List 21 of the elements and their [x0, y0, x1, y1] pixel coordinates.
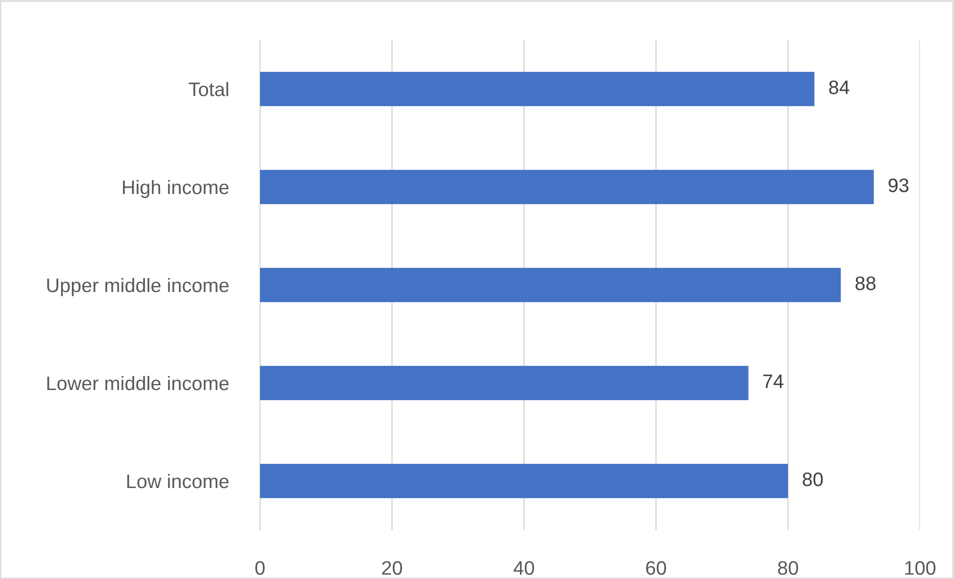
x-tick-label: 40: [514, 561, 534, 575]
bar: [260, 72, 814, 106]
data-label: 84: [829, 80, 850, 94]
bar: [260, 268, 841, 302]
bar: [260, 464, 788, 498]
bar: [260, 170, 874, 204]
x-tick-label: 0: [255, 561, 265, 575]
data-label: 88: [856, 276, 876, 290]
data-label: 80: [802, 472, 823, 486]
x-tick-label: 60: [646, 561, 666, 575]
x-tick-label: 100: [905, 561, 936, 575]
y-tick-label: Upper middle income: [47, 278, 229, 296]
y-tick-label: Lower middle income: [47, 376, 229, 390]
bar: [260, 366, 748, 400]
y-tick-label: Total: [188, 82, 228, 96]
data-label: 74: [763, 374, 784, 388]
x-tick-label: 20: [382, 561, 402, 575]
y-tick-label: Low income: [127, 474, 229, 488]
data-label: 93: [888, 178, 908, 192]
y-tick-label: High income: [122, 180, 229, 198]
x-tick-label: 80: [778, 561, 798, 575]
